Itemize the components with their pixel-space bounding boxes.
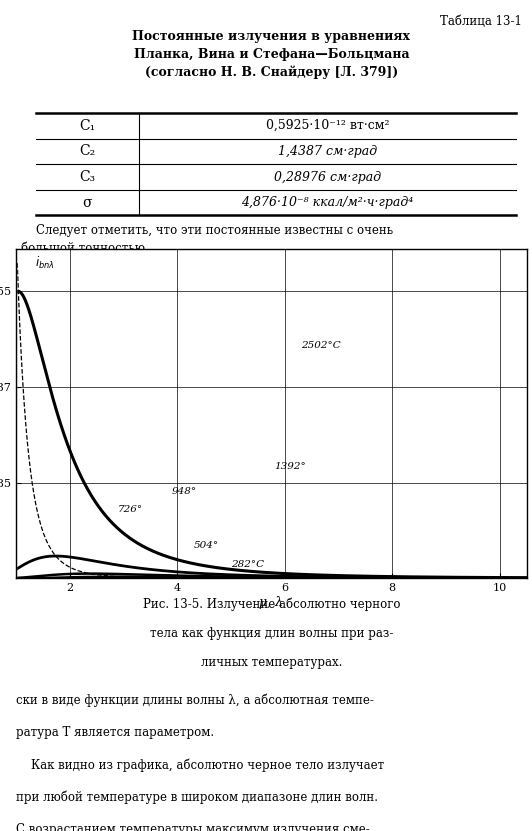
Text: личных температурах.: личных температурах. bbox=[201, 656, 342, 669]
Text: 948°: 948° bbox=[172, 487, 197, 496]
Text: 504°: 504° bbox=[193, 541, 219, 550]
Text: С возрастанием температуры максимум излучения сме-: С возрастанием температуры максимум излу… bbox=[16, 824, 370, 831]
Text: 4,876·10⁻⁸ ккал/м²·ч·град⁴: 4,876·10⁻⁸ ккал/м²·ч·град⁴ bbox=[242, 196, 413, 209]
Text: 1392°: 1392° bbox=[274, 462, 306, 471]
Text: 0,5925·10⁻¹² вт·см²: 0,5925·10⁻¹² вт·см² bbox=[266, 119, 389, 132]
Text: ратура T является параметром.: ратура T является параметром. bbox=[16, 726, 214, 740]
Text: при любой температуре в широком диапазоне длин волн.: при любой температуре в широком диапазон… bbox=[16, 791, 378, 804]
Text: Рис. 13-5. Излучение абсолютно черного: Рис. 13-5. Излучение абсолютно черного bbox=[143, 598, 400, 612]
Text: 1,4387 см·град: 1,4387 см·град bbox=[278, 145, 377, 158]
Text: C₁: C₁ bbox=[79, 119, 96, 133]
Text: Таблица 13-1: Таблица 13-1 bbox=[439, 15, 521, 27]
Text: $i_{bn\lambda}$: $i_{bn\lambda}$ bbox=[35, 255, 54, 271]
Text: C₃: C₃ bbox=[79, 170, 96, 184]
Text: тела как функция длин волны при раз-: тела как функция длин волны при раз- bbox=[149, 627, 393, 640]
Text: 282°С: 282°С bbox=[231, 560, 264, 569]
Text: 2502°С: 2502°С bbox=[301, 341, 340, 350]
Text: σ: σ bbox=[82, 195, 92, 209]
Text: 0,28976 см·град: 0,28976 см·град bbox=[274, 170, 381, 184]
Text: Постоянные излучения в уравнениях
Планка, Вина и Стефана—Больцмана
(согласно Н. : Постоянные излучения в уравнениях Планка… bbox=[132, 30, 410, 79]
Text: C₂: C₂ bbox=[79, 145, 96, 159]
Text: 726°: 726° bbox=[118, 505, 143, 514]
X-axis label: μ, λ: μ, λ bbox=[259, 596, 284, 609]
Text: ски в виде функции длины волны λ, а абсолютная темпе-: ски в виде функции длины волны λ, а абсо… bbox=[16, 694, 374, 707]
Text: На рис. 13-5 уравнение (13-10) представлено графиче-: На рис. 13-5 уравнение (13-10) представл… bbox=[21, 263, 379, 277]
Text: Как видно из графика, абсолютно черное тело излучает: Как видно из графика, абсолютно черное т… bbox=[16, 759, 384, 772]
Text: Следует отметить, что эти постоянные известны с очень
большой точностью.: Следует отметить, что эти постоянные изв… bbox=[21, 224, 393, 255]
